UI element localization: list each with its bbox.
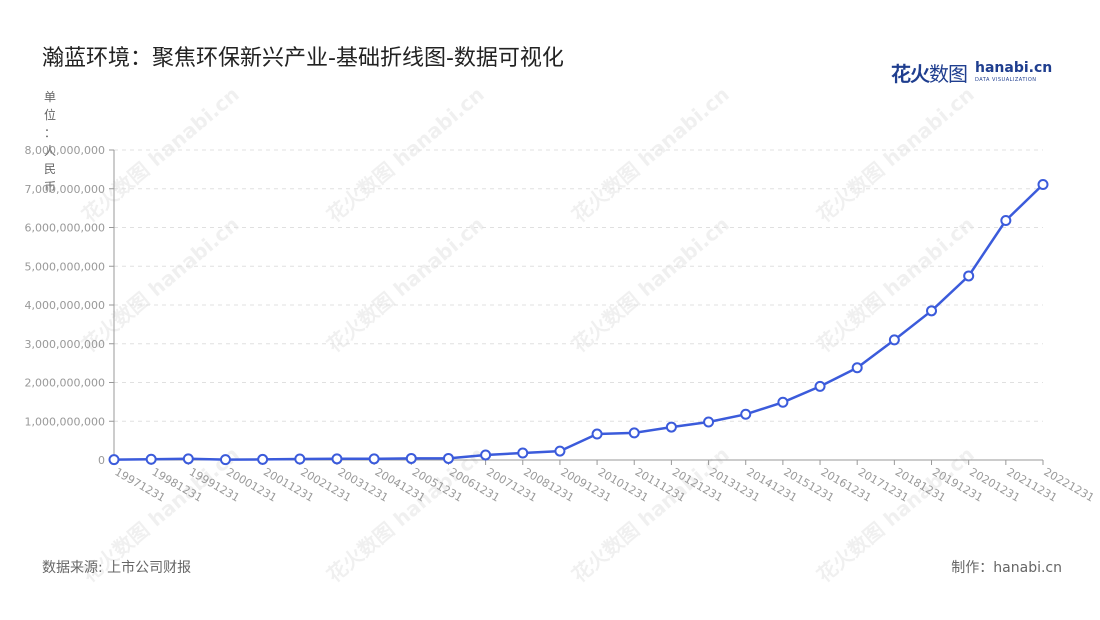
data-source: 数据来源: 上市公司财报 <box>42 560 192 576</box>
credit: 制作：hanabi.cn <box>951 560 1062 576</box>
y-tick-label: 1,000,000,000 <box>25 415 105 428</box>
y-tick-label: 6,000,000,000 <box>25 222 105 235</box>
y-tick-label: 0 <box>98 454 105 467</box>
logo-cn-sub: 数图 <box>929 62 968 86</box>
data-point <box>888 334 900 346</box>
data-point <box>331 453 343 465</box>
watermark: 花火数图 hanabi.cn <box>812 82 979 227</box>
y-tick-label: 7,000,000,000 <box>25 183 105 196</box>
data-point <box>480 449 492 461</box>
data-point <box>814 380 826 392</box>
unit-char: 人 <box>43 144 56 158</box>
brand-logo: 花火数图 hanabi.cn DATA VISUALIZATION <box>891 58 1052 88</box>
y-tick-label: 5,000,000,000 <box>25 260 105 273</box>
unit-char: 币 <box>43 180 56 194</box>
data-point <box>851 362 863 374</box>
logo-tagline: DATA VISUALIZATION <box>975 77 1037 83</box>
logo-en: hanabi.cn <box>975 60 1053 76</box>
data-point <box>777 396 789 408</box>
chart-title: 瀚蓝环境：聚焦环保新兴产业-基础折线图-数据可视化 <box>42 46 564 71</box>
y-tick-label: 4,000,000,000 <box>25 299 105 312</box>
data-point <box>294 453 306 465</box>
watermark: 花火数图 hanabi.cn <box>322 82 489 227</box>
y-tick-label: 2,000,000,000 <box>25 377 105 390</box>
data-point <box>926 305 938 317</box>
unit-char: 单 <box>43 90 56 104</box>
watermark: 花火数图 hanabi.cn <box>322 442 489 587</box>
y-tick-label: 3,000,000,000 <box>25 338 105 351</box>
data-point <box>1000 215 1012 227</box>
data-point <box>554 445 566 457</box>
unit-char: ： <box>43 126 56 140</box>
data-point <box>108 454 120 466</box>
data-point <box>257 453 269 465</box>
logo-cn-main: 花火 <box>891 62 930 86</box>
data-point <box>963 270 975 282</box>
y-axis-unit-label: 单 位 ： 人 民 币 <box>43 88 57 196</box>
data-point <box>740 408 752 420</box>
data-point <box>591 428 603 440</box>
watermark: 花火数图 hanabi.cn <box>567 212 734 357</box>
watermark: 花火数图 hanabi.cn <box>322 212 489 357</box>
data-point <box>517 447 529 459</box>
logo-cn: 花火数图 <box>891 58 968 87</box>
watermark: 花火数图 hanabi.cn <box>567 82 734 227</box>
series-line <box>113 183 1044 461</box>
data-point <box>219 454 231 466</box>
data-point <box>628 427 640 439</box>
data-point <box>405 452 417 464</box>
unit-char: 位 <box>43 108 56 122</box>
data-point <box>1037 178 1049 190</box>
data-point <box>703 416 715 428</box>
data-point <box>665 421 677 433</box>
data-point <box>368 453 380 465</box>
unit-char: 民 <box>43 162 56 176</box>
data-point <box>145 453 157 465</box>
data-point <box>182 453 194 465</box>
data-point <box>442 452 454 464</box>
y-tick-label: 8,000,000,000 <box>25 144 105 157</box>
